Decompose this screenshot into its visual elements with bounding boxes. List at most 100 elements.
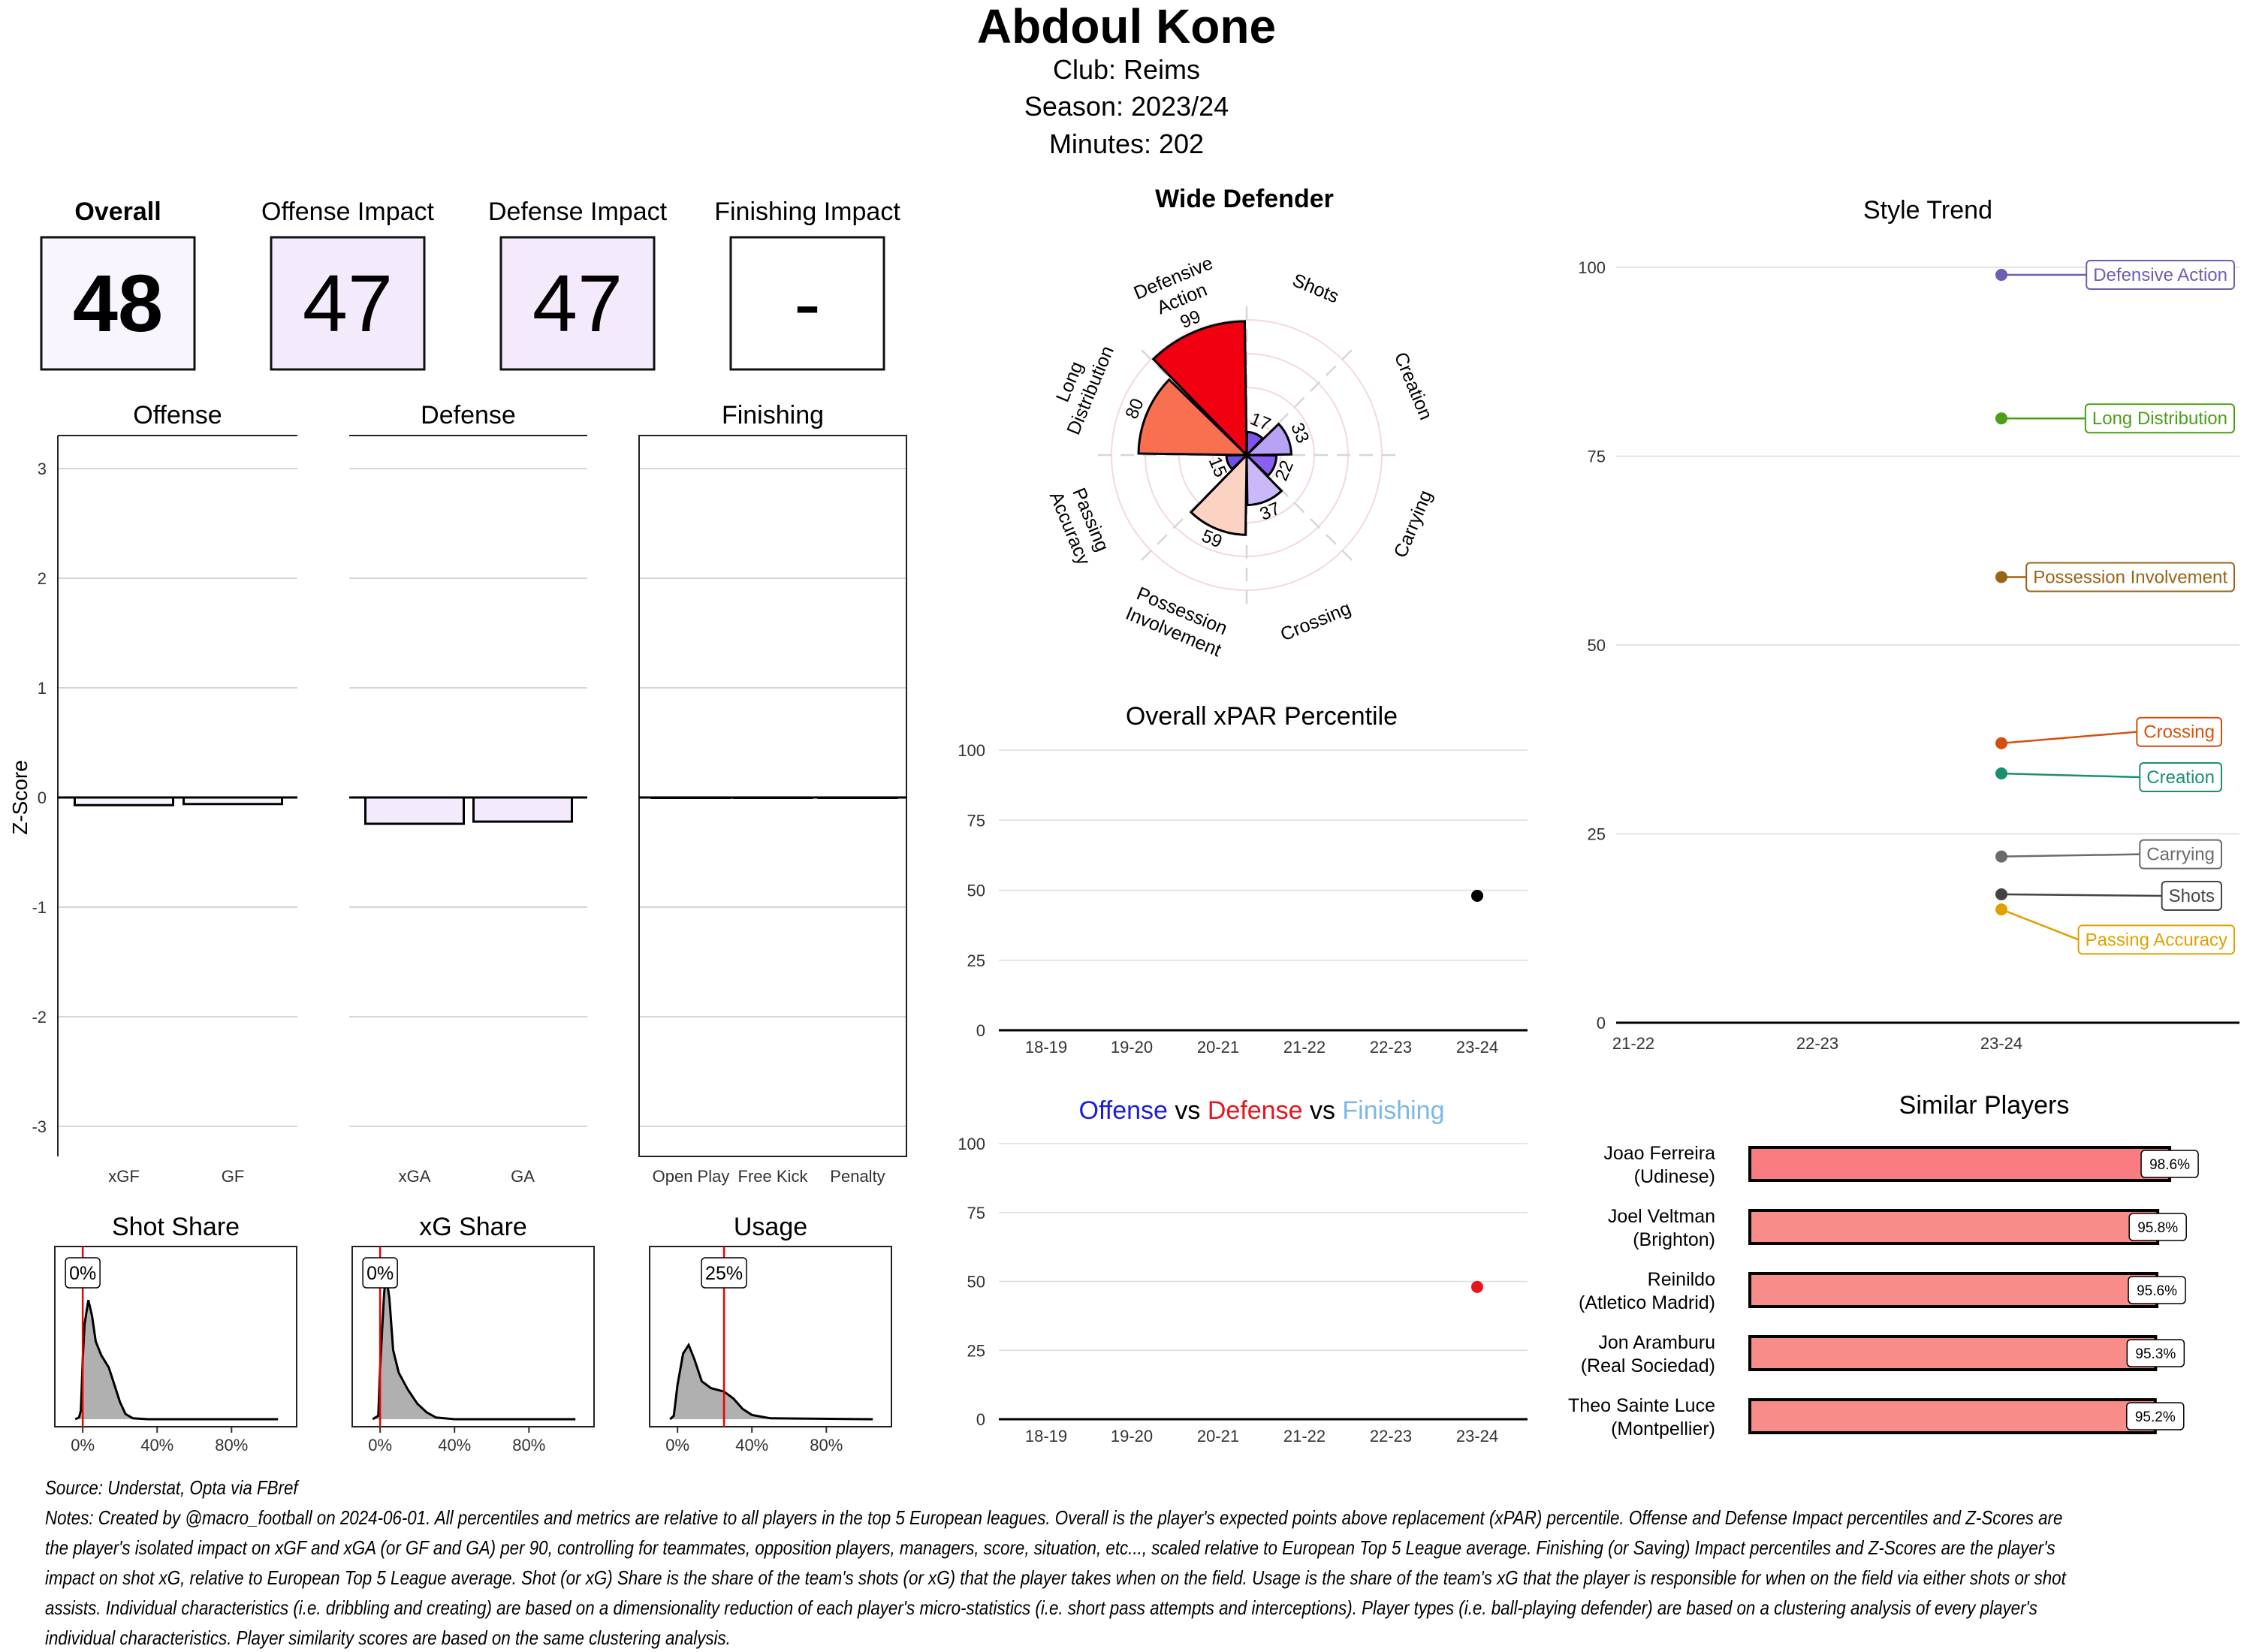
series-label: Creation — [2146, 767, 2215, 788]
polar-category-label: LongDistribution — [1042, 334, 1118, 438]
chart-title: Overall xPAR Percentile — [1126, 702, 1398, 731]
y-tick-label: -1 — [32, 898, 47, 917]
series-line — [2001, 853, 2140, 858]
y-tick-label: 100 — [958, 741, 985, 760]
series-label: Shots — [2169, 886, 2215, 906]
series-line — [2001, 772, 2140, 779]
similarity-label: 95.3% — [2135, 1346, 2176, 1362]
player-value-label: 0% — [366, 1263, 394, 1284]
zscore-bar — [472, 796, 573, 823]
polar-category-label: Shots — [1289, 270, 1342, 307]
data-point — [1995, 888, 2007, 900]
x-tick-label: GA — [511, 1167, 535, 1186]
y-tick-label: 100 — [1578, 258, 1606, 277]
x-tick-label: 80% — [512, 1436, 545, 1455]
density-area — [670, 1345, 873, 1419]
polar-category-label: PossessionInvolvement — [1123, 582, 1233, 661]
x-tick-label: Open Play — [653, 1167, 730, 1186]
y-tick-label: 50 — [967, 882, 985, 900]
player-value-label-box — [362, 1257, 398, 1289]
panel-title: Usage — [734, 1213, 807, 1241]
data-point — [1995, 571, 2007, 583]
y-tick-label: 25 — [967, 1341, 985, 1360]
player-value-label-box — [65, 1257, 101, 1289]
data-point — [1995, 412, 2007, 425]
similar-players-chart: Similar Players Joao Ferreira(Udinese) 98.… — [1568, 1091, 2199, 1439]
minutes-line: Minutes: 202 — [1049, 128, 1204, 159]
similarity-bar — [1748, 1146, 2172, 1182]
season-line: Season: 2023/24 — [1024, 91, 1229, 122]
similarity-bar — [1748, 1209, 2160, 1245]
chart-title: Similar Players — [1899, 1091, 2070, 1120]
scorecard-value: 48 — [73, 258, 163, 348]
scorecard-box — [499, 236, 656, 371]
chart-title-part: Finishing — [1335, 1096, 1445, 1125]
notes-line: assists. Individual characteristics (i.e… — [45, 1597, 2037, 1619]
player-value-label-box — [701, 1257, 747, 1289]
scorecard-label: Finishing Impact — [714, 197, 900, 226]
polar-category-label-line: Creation — [1390, 349, 1437, 423]
series-label: Possession Involvement — [2033, 567, 2227, 587]
scorecard-label: Offense Impact — [261, 197, 434, 226]
x-tick-label: 20-21 — [1197, 1427, 1239, 1446]
x-tick-label: 80% — [215, 1436, 248, 1455]
x-tick-label: 19-20 — [1111, 1038, 1153, 1057]
notes-line: individual characteristics. Player simil… — [45, 1627, 731, 1649]
similarity-bar — [1748, 1398, 2157, 1434]
similarity-bar — [1748, 1335, 2158, 1371]
polar-category-label-line: Shots — [1289, 270, 1342, 307]
data-point — [1471, 889, 1483, 902]
similarity-label: 95.2% — [2135, 1409, 2176, 1425]
polar-category-label: PassingAccuracy — [1045, 480, 1115, 568]
x-tick-label: 0% — [665, 1436, 689, 1455]
similarity-label-box — [2128, 1276, 2186, 1304]
y-tick-label: 75 — [967, 811, 985, 830]
scorecard-value: - — [794, 258, 821, 348]
panel-title: Offense — [133, 401, 222, 430]
y-tick-label: 50 — [1588, 636, 1606, 655]
series-line — [2001, 908, 2080, 941]
similarity-label-box — [2126, 1339, 2185, 1367]
notes-line: Notes: Created by @macro_football on 202… — [45, 1507, 2062, 1529]
style-polar-chart: Wide Defender17Shots33Creation22Carrying… — [1042, 185, 1437, 661]
player-club: (Udinese) — [1634, 1166, 1715, 1187]
similarity-label-box — [2128, 1213, 2187, 1241]
y-tick-label: -2 — [32, 1008, 47, 1026]
y-tick-label: 1 — [38, 679, 47, 698]
data-point — [1995, 737, 2007, 749]
scorecards: Overall 48 Offense Impact 47 Defense Impact 4… — [40, 197, 900, 371]
panel-title: Defense — [421, 401, 516, 430]
polar-bar — [1245, 452, 1283, 507]
density-area — [372, 1272, 576, 1419]
series-label: Crossing — [2143, 722, 2215, 743]
series-label: Passing Accuracy — [2086, 930, 2227, 950]
data-point — [1471, 1280, 1483, 1293]
x-tick-label: 19-20 — [1111, 1427, 1153, 1446]
offense-defense-finishing-chart: Offense vs Defense vs Finishing 0 25 50 75 10… — [958, 1096, 1528, 1446]
player-value-label: 25% — [705, 1263, 743, 1284]
notes-line: the player's isolated impact on xGF and … — [45, 1537, 2055, 1559]
zscore-charts: Offense xGF GF Defense xGA GA Finishing Open Pl… — [8, 401, 907, 1186]
player-name: Abdoul Kone — [977, 0, 1276, 53]
similarity-bar — [1748, 1272, 2159, 1308]
share-density-charts: Shot Share 0% 0% 40% 80% xG Share 0% 0% 40% 80% Us… — [54, 1213, 892, 1455]
scorecard-value: 47 — [303, 258, 393, 348]
polar-category-label: Creation — [1390, 349, 1437, 423]
density-area — [75, 1300, 279, 1419]
similarity-label-box — [2126, 1402, 2185, 1430]
x-tick-label: 40% — [735, 1436, 768, 1455]
y-axis-label: Z-Score — [8, 760, 32, 835]
y-tick-label: -3 — [32, 1117, 47, 1136]
data-point — [1995, 850, 2007, 863]
zscore-bar — [74, 796, 174, 806]
y-tick-label: 2 — [38, 569, 47, 588]
player-name: Joao Ferreira — [1603, 1143, 1715, 1164]
similarity-label: 95.8% — [2137, 1220, 2178, 1236]
player-club: (Atletico Madrid) — [1579, 1292, 1715, 1313]
xpar-percentile-chart: Overall xPAR Percentile 0 25 50 75 100 18-19 19… — [958, 702, 1528, 1057]
panel-frame — [638, 435, 907, 1157]
x-tick-label: 80% — [810, 1436, 843, 1455]
density-line — [669, 1342, 873, 1421]
y-tick-label: 25 — [967, 951, 985, 970]
